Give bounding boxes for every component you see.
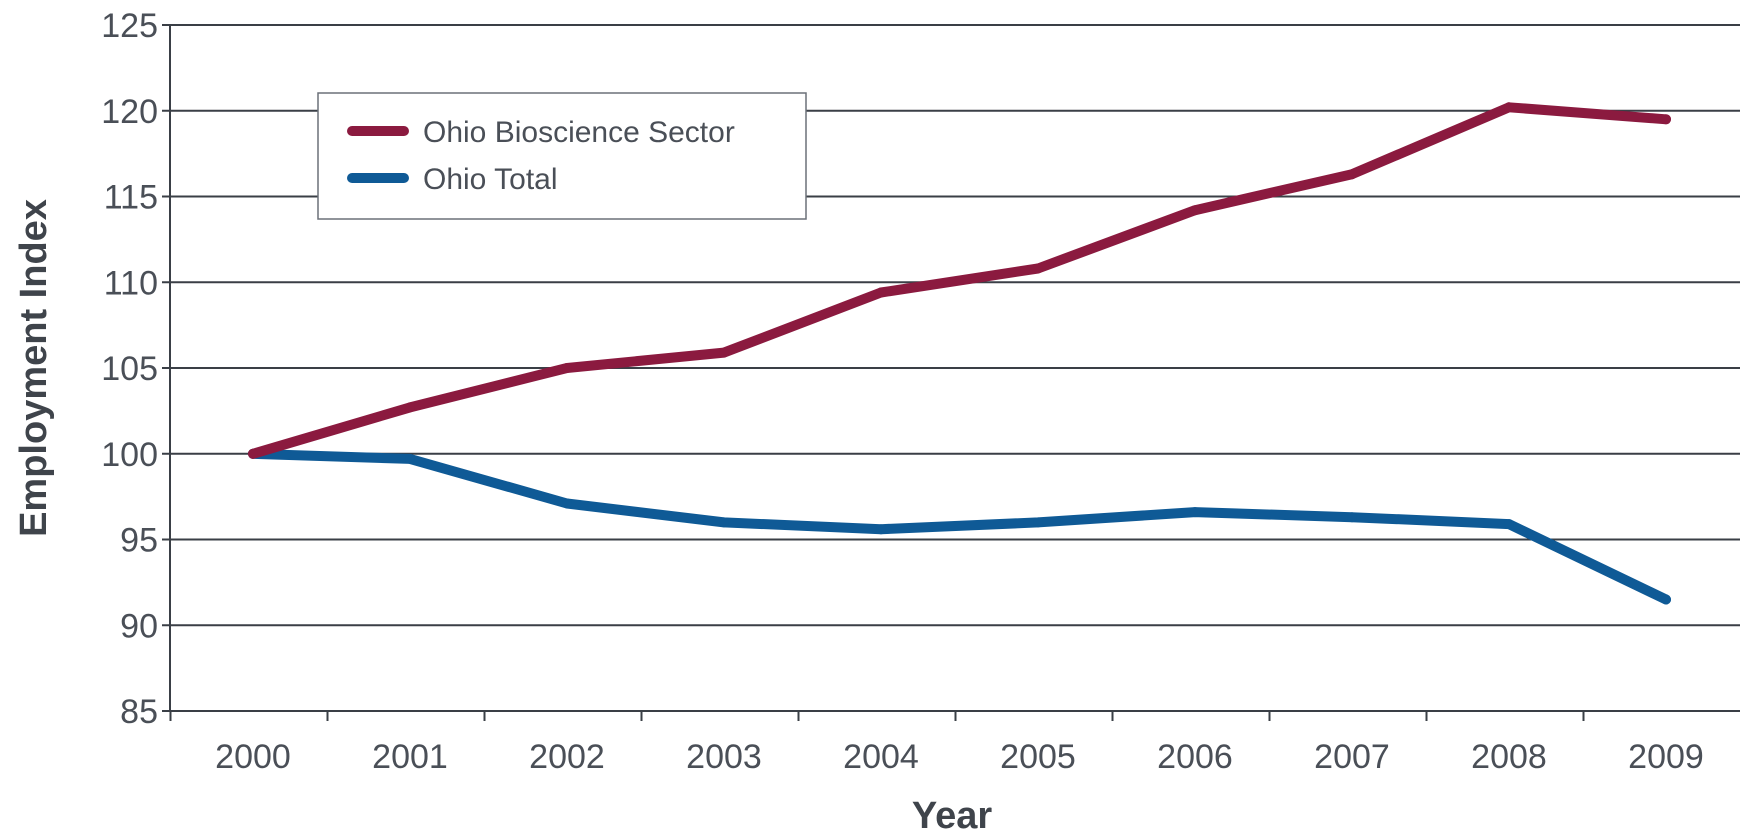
y-tick-label-100: 100 (101, 436, 158, 474)
legend-box (317, 92, 807, 220)
x-tick-label-2001: 2001 (372, 738, 448, 776)
y-tick-label-115: 115 (104, 179, 158, 217)
x-tick-label-2005: 2005 (1000, 738, 1076, 776)
x-tick-label-2006: 2006 (1157, 738, 1233, 776)
data-point-ohio-total-2009 (1661, 594, 1671, 605)
data-point-bioscience-2006 (1190, 205, 1200, 216)
x-tick-label-2000: 2000 (215, 738, 291, 776)
data-point-bioscience-2000 (248, 448, 258, 459)
x-tick-label-2007: 2007 (1314, 738, 1390, 776)
legend: Ohio Bioscience Sector Ohio Total (317, 92, 807, 220)
y-tick-labels: 85 90 95 100 105 110 115 120 125 (101, 7, 170, 731)
series-line-ohio-total (248, 448, 1671, 605)
data-point-ohio-total-2001 (405, 453, 415, 464)
data-point-ohio-total-2007 (1347, 512, 1357, 523)
data-point-ohio-total-2003 (719, 517, 729, 528)
data-point-bioscience-2001 (405, 402, 415, 413)
y-tick-label-105: 105 (101, 350, 158, 388)
data-point-ohio-total-2005 (1033, 517, 1043, 528)
y-tick-label-85: 85 (120, 693, 158, 731)
x-tick-label-2004: 2004 (843, 738, 919, 776)
x-axis-title: Year (912, 795, 993, 835)
x-tick-label-2009: 2009 (1628, 738, 1704, 776)
data-point-ohio-total-2006 (1190, 507, 1200, 518)
y-tick-label-95: 95 (120, 522, 158, 560)
data-point-ohio-total-2004 (876, 524, 886, 535)
data-point-bioscience-2008 (1504, 102, 1514, 113)
data-point-bioscience-2003 (719, 347, 729, 358)
y-tick-label-120: 120 (101, 93, 158, 131)
x-tick-label-2002: 2002 (529, 738, 605, 776)
y-tick-label-110: 110 (104, 264, 158, 302)
series-lines (248, 102, 1671, 605)
data-point-bioscience-2005 (1033, 263, 1043, 274)
x-tick-label-2008: 2008 (1471, 738, 1547, 776)
data-point-bioscience-2004 (876, 287, 886, 298)
data-point-ohio-total-2008 (1504, 519, 1514, 530)
data-point-bioscience-2002 (562, 363, 572, 373)
x-tick-label-2003: 2003 (686, 738, 762, 776)
y-tick-label-90: 90 (120, 607, 158, 645)
y-axis-title: Employment Index (13, 199, 55, 537)
series-line-bioscience (248, 102, 1671, 459)
data-point-bioscience-2009 (1661, 114, 1671, 125)
legend-label-ohio-total: Ohio Total (423, 163, 558, 196)
y-tick-label-125: 125 (101, 7, 158, 45)
x-tick-labels: 2000 2001 2002 2003 2004 2005 2006 2007 2008 2009 (169, 711, 1704, 776)
data-point-ohio-total-2002 (562, 498, 572, 509)
data-point-bioscience-2007 (1347, 169, 1357, 180)
legend-label-bioscience: Ohio Bioscience Sector (423, 116, 735, 149)
